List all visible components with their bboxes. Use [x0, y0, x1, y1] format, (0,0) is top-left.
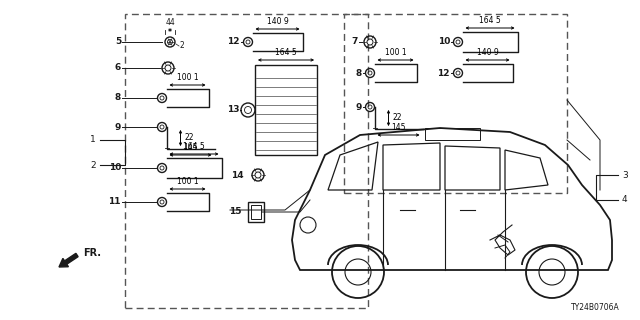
Text: 11: 11	[109, 197, 121, 206]
Text: 5: 5	[115, 37, 121, 46]
Text: 7: 7	[351, 37, 358, 46]
Text: 2: 2	[90, 161, 96, 170]
Text: 145: 145	[183, 143, 198, 152]
Text: TY24B0706A: TY24B0706A	[572, 303, 620, 312]
Text: 164 5: 164 5	[275, 48, 297, 57]
Text: 100 1: 100 1	[177, 73, 198, 82]
Text: 164 5: 164 5	[479, 16, 501, 25]
Text: 44: 44	[165, 18, 175, 27]
Text: 145: 145	[391, 123, 406, 132]
Text: 100 1: 100 1	[177, 177, 198, 186]
Text: 14: 14	[232, 171, 244, 180]
Text: 140 9: 140 9	[267, 17, 289, 26]
Text: 12: 12	[227, 37, 240, 46]
Text: 15: 15	[230, 207, 242, 217]
FancyArrow shape	[59, 253, 78, 267]
Text: 8: 8	[356, 68, 362, 77]
Text: 10: 10	[438, 37, 450, 46]
Text: FR.: FR.	[83, 248, 101, 258]
Text: 9: 9	[356, 102, 362, 111]
Text: 22: 22	[184, 133, 194, 142]
Text: 4: 4	[622, 196, 628, 204]
Text: 164 5: 164 5	[183, 142, 205, 151]
Text: 13: 13	[227, 106, 240, 115]
Text: 2: 2	[179, 42, 184, 51]
Text: 12: 12	[438, 68, 450, 77]
Text: 10: 10	[109, 164, 121, 172]
Text: 3: 3	[622, 171, 628, 180]
Text: 140 9: 140 9	[477, 48, 499, 57]
Text: 100 1: 100 1	[385, 48, 406, 57]
Text: 1: 1	[90, 135, 96, 145]
Text: 6: 6	[115, 63, 121, 73]
Text: 22: 22	[392, 114, 402, 123]
Text: 9: 9	[115, 123, 121, 132]
Text: 8: 8	[115, 93, 121, 102]
